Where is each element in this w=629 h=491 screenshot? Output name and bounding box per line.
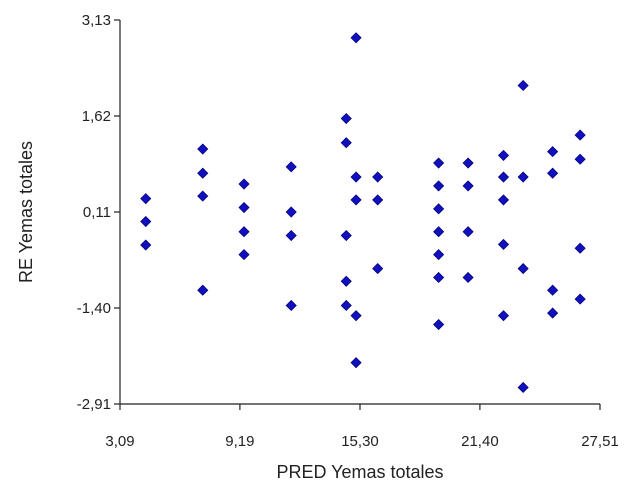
data-point	[285, 299, 297, 312]
data-point	[350, 32, 362, 44]
data-point	[433, 180, 445, 192]
data-point	[340, 137, 352, 149]
data-point	[517, 381, 529, 394]
data-point	[547, 284, 559, 296]
data-point	[285, 206, 297, 218]
data-point	[238, 226, 250, 238]
data-point	[433, 271, 445, 284]
data-point	[517, 263, 529, 275]
data-point	[462, 157, 474, 169]
data-point	[197, 167, 209, 179]
data-point	[197, 190, 209, 202]
data-point	[574, 153, 586, 165]
y-tick-label: 0,11	[83, 204, 111, 221]
x-tick-label: 3,09	[105, 433, 134, 450]
data-point	[574, 242, 586, 254]
data-point	[238, 249, 250, 261]
data-point	[372, 194, 384, 206]
data-point	[547, 307, 559, 319]
data-point	[140, 193, 152, 205]
data-point	[433, 226, 445, 238]
data-point	[497, 310, 510, 322]
data-point	[140, 239, 152, 251]
x-axis-title: PRED Yemas totales	[276, 462, 443, 482]
y-tick-label: 3,13	[82, 12, 111, 29]
data-point	[372, 263, 384, 275]
data-point	[372, 171, 384, 183]
data-point	[547, 146, 559, 158]
data-point	[497, 238, 510, 250]
data-point	[340, 112, 352, 125]
y-ticks: 3,13 1,62 0,11 -1,40 -2,91	[77, 12, 120, 413]
x-tick-label: 21,40	[461, 433, 499, 450]
data-point	[497, 194, 510, 206]
data-point	[197, 143, 209, 155]
data-point	[462, 226, 474, 238]
data-point	[350, 310, 362, 322]
data-point	[574, 293, 586, 305]
data-point	[340, 229, 352, 242]
x-ticks: 3,09 9,19 15,30 21,40 27,51	[105, 404, 619, 450]
y-tick-label: -2,91	[77, 396, 111, 413]
x-tick-label: 27,51	[581, 433, 619, 450]
data-points	[140, 32, 586, 394]
y-tick-label: 1,62	[82, 108, 111, 125]
data-point	[340, 299, 352, 312]
data-point	[574, 129, 586, 141]
data-point	[517, 79, 529, 92]
data-point	[140, 215, 152, 228]
data-point	[350, 357, 362, 369]
data-point	[238, 178, 250, 190]
data-point	[433, 249, 445, 261]
data-point	[462, 180, 474, 192]
data-point	[462, 271, 474, 284]
data-point	[517, 171, 529, 183]
data-point	[350, 194, 362, 206]
axes	[119, 20, 600, 405]
y-tick-label: -1,40	[77, 300, 111, 317]
data-point	[197, 284, 209, 296]
x-tick-label: 9,19	[225, 433, 254, 450]
data-point	[285, 161, 297, 173]
data-point	[340, 275, 352, 287]
y-axis-title: RE Yemas totales	[16, 141, 36, 283]
data-point	[433, 203, 445, 215]
data-point	[238, 201, 250, 214]
data-point	[433, 157, 445, 169]
data-point	[285, 229, 297, 242]
data-point	[433, 318, 445, 331]
x-tick-label: 15,30	[341, 433, 379, 450]
data-point	[497, 171, 510, 183]
data-point	[350, 171, 362, 183]
data-point	[497, 149, 510, 161]
data-point	[547, 167, 559, 179]
